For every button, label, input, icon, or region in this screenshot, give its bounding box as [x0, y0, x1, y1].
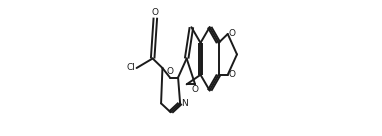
Text: O: O [152, 8, 159, 17]
Text: O: O [229, 70, 236, 79]
Text: O: O [167, 67, 173, 76]
Text: Cl: Cl [126, 64, 135, 72]
Text: N: N [181, 99, 188, 108]
Text: O: O [192, 85, 199, 94]
Text: O: O [229, 30, 236, 38]
